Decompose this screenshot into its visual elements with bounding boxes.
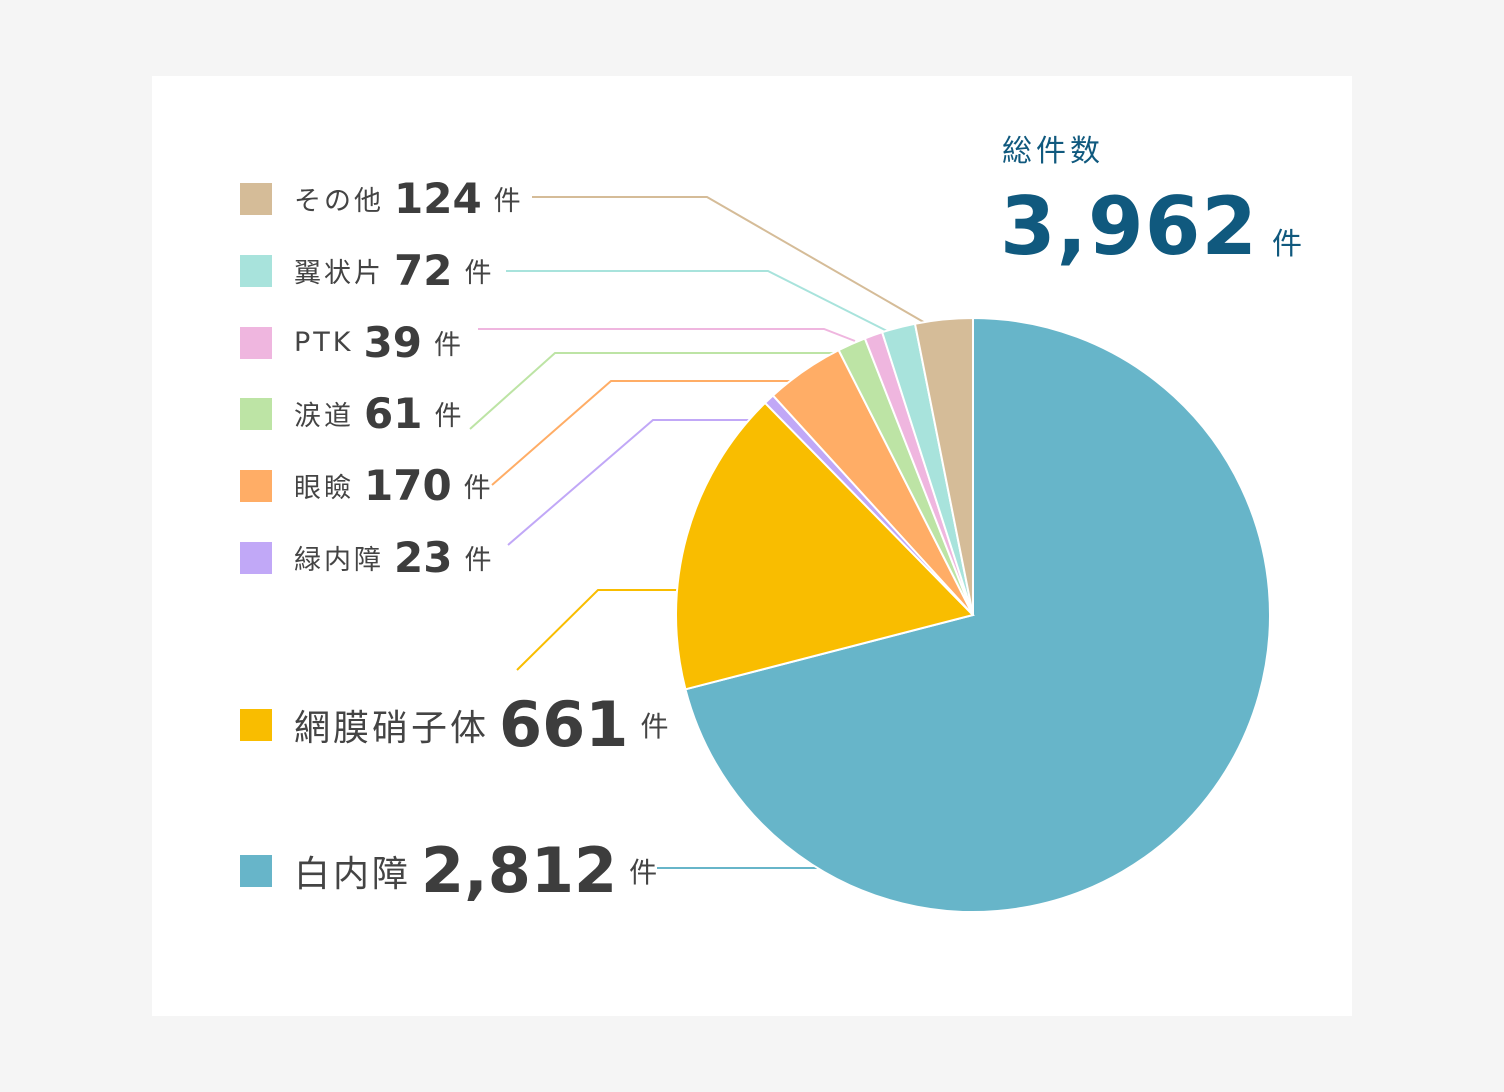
leader-line	[469, 352, 837, 430]
legend-swatch	[240, 541, 272, 574]
legend-name: その他	[294, 186, 384, 217]
pie-slice	[675, 401, 975, 691]
legend-value: 170	[364, 461, 452, 510]
legend-swatch	[240, 708, 272, 741]
legend-unit: 件	[433, 330, 461, 361]
legend-value: 39	[363, 318, 422, 367]
legend-name: 翼状片	[294, 258, 384, 289]
total-value: 3,962 件	[1000, 180, 1302, 273]
legend-swatch	[240, 469, 272, 502]
legend-item-eyelid: 眼瞼 170 件	[240, 461, 491, 510]
legend-value: 2,812	[421, 834, 618, 907]
legend-item-glaucoma: 緑内障 23 件	[240, 533, 491, 582]
leader-line	[507, 419, 787, 546]
legend-unit: 件	[629, 855, 658, 889]
total-unit: 件	[1272, 227, 1303, 262]
legend-item-lacrimal: 涙道 61 件	[240, 389, 461, 438]
leader-lines	[469, 196, 928, 869]
legend-name: 眼瞼	[294, 473, 354, 504]
legend-value: 23	[394, 533, 453, 582]
legend-value: 72	[394, 246, 453, 295]
legend-name: 白内障	[294, 853, 412, 895]
pie-slice	[684, 316, 1271, 913]
leader-line	[506, 270, 888, 332]
legend-swatch	[240, 182, 272, 215]
pie-chart	[469, 196, 1271, 913]
legend-unit: 件	[434, 401, 462, 432]
legend-value: 124	[394, 174, 482, 223]
legend-unit: 件	[464, 258, 492, 289]
legend-item-retina: 網膜硝子体 661 件	[240, 688, 668, 761]
legend-unit: 件	[493, 186, 521, 217]
total-number: 3,962	[1000, 180, 1259, 273]
legend-item-other: その他 124 件	[240, 174, 521, 223]
pie-slice	[913, 316, 974, 616]
legend-unit: 件	[640, 709, 669, 743]
leader-line	[516, 589, 677, 671]
legend-swatch	[240, 254, 272, 287]
legend-swatch	[240, 854, 272, 887]
legend-swatch	[240, 397, 272, 430]
legend-name: PTK	[294, 327, 354, 358]
legend-value: 61	[364, 389, 423, 438]
legend-item-ptk: PTK 39 件	[240, 318, 461, 367]
legend-name: 涙道	[294, 401, 354, 432]
total-label: 総件数	[1002, 134, 1104, 169]
legend-unit: 件	[463, 473, 491, 504]
leader-line	[478, 328, 856, 342]
legend-unit: 件	[464, 545, 492, 576]
chart-card	[152, 76, 1352, 1016]
legend-name: 網膜硝子体	[294, 707, 490, 749]
leader-line	[532, 196, 928, 325]
legend-name: 緑内障	[294, 545, 384, 576]
leader-line	[491, 380, 792, 486]
legend-item-cataract: 白内障 2,812 件	[240, 834, 657, 907]
legend-swatch	[240, 326, 272, 359]
legend-value: 661	[499, 688, 629, 761]
pie-slices	[675, 316, 1271, 913]
legend-item-pterygium: 翼状片 72 件	[240, 246, 491, 295]
